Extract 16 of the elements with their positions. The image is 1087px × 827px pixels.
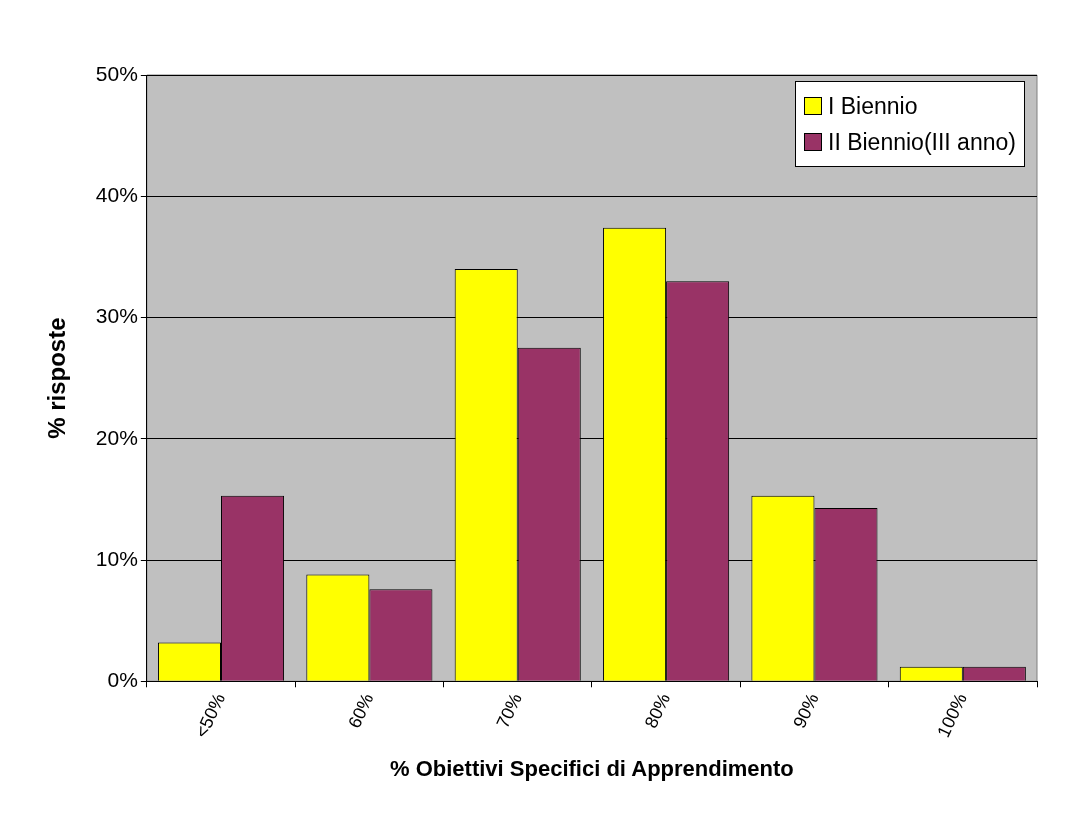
y-tick-label: 20% — [95, 425, 138, 449]
legend-label: II Biennio(III anno) — [828, 128, 1016, 157]
x-tick-label: 80% — [640, 690, 675, 732]
y-tick-label: 0% — [107, 668, 138, 692]
y-tick-label: 50% — [95, 61, 138, 85]
x-tick-label: 70% — [492, 690, 526, 732]
x-tick-label: 100% — [933, 690, 971, 741]
x-axis-title: % Obiettivi Specifici di Apprendimento — [390, 755, 794, 781]
y-tick-label: 30% — [95, 304, 138, 328]
legend-label: I Biennio — [828, 92, 918, 121]
y-tick-label: 40% — [95, 183, 138, 207]
x-tick-label: <50% — [191, 690, 230, 741]
x-tick-label: 60% — [344, 690, 378, 732]
x-tick-label: 90% — [789, 690, 823, 732]
y-tick-label: 10% — [95, 546, 138, 570]
y-axis-title: % risposte — [43, 317, 71, 439]
